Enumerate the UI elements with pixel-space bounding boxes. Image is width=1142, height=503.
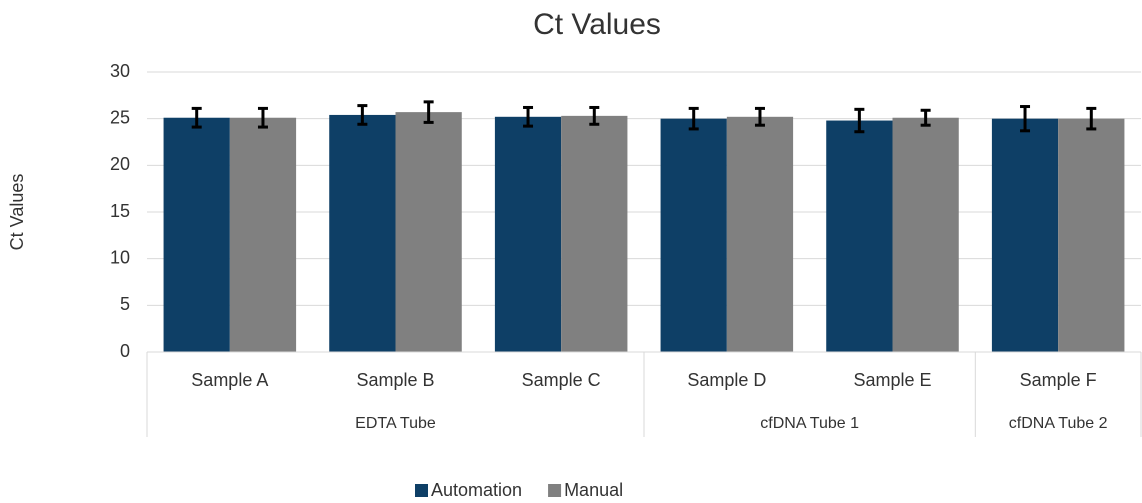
bar: [991, 118, 1059, 353]
x-tick-label: Sample C: [522, 370, 601, 390]
bar: [826, 120, 893, 353]
error-bar: [589, 105, 600, 126]
error-bar: [920, 108, 931, 127]
error-bar: [357, 104, 368, 126]
error-bar: [854, 107, 865, 134]
bar: [892, 117, 959, 352]
y-tick-label: 15: [110, 201, 130, 221]
bar: [726, 116, 794, 352]
x-tick-label: Sample B: [356, 370, 434, 390]
y-tick-label: 30: [110, 61, 130, 81]
error-bar: [1086, 106, 1097, 131]
bar: [660, 118, 727, 353]
bar: [494, 116, 562, 352]
legend-label: Manual: [564, 480, 623, 500]
x-tick-label: Sample A: [191, 370, 268, 390]
group-label: cfDNA Tube 1: [760, 415, 859, 432]
error-bar: [688, 106, 699, 131]
bar: [561, 115, 628, 352]
x-tick-label: Sample D: [687, 370, 766, 390]
group-label: cfDNA Tube 2: [1009, 415, 1108, 432]
legend-swatch: [415, 484, 428, 497]
error-bar: [754, 106, 765, 127]
legend-label: Automation: [431, 480, 522, 500]
legend-swatch: [548, 484, 562, 497]
error-bar: [1020, 105, 1031, 133]
y-tick-label: 5: [120, 294, 130, 314]
chart-title: Ct Values: [533, 8, 661, 41]
y-axis-title: Ct Values: [7, 174, 27, 251]
bar: [229, 117, 297, 352]
bar: [329, 114, 396, 352]
bar: [1058, 118, 1125, 353]
y-tick-label: 20: [110, 154, 130, 174]
y-tick-label: 10: [110, 247, 130, 267]
error-bar: [523, 105, 534, 128]
x-tick-label: Sample F: [1020, 370, 1097, 390]
bar: [395, 112, 462, 352]
bar: [163, 117, 230, 352]
y-tick-label: 0: [120, 341, 130, 361]
error-bar: [257, 106, 268, 129]
y-tick-label: 25: [110, 107, 130, 127]
x-tick-label: Sample E: [853, 370, 931, 390]
group-label: EDTA Tube: [355, 415, 436, 432]
error-bar: [423, 100, 434, 124]
error-bar: [191, 106, 202, 129]
